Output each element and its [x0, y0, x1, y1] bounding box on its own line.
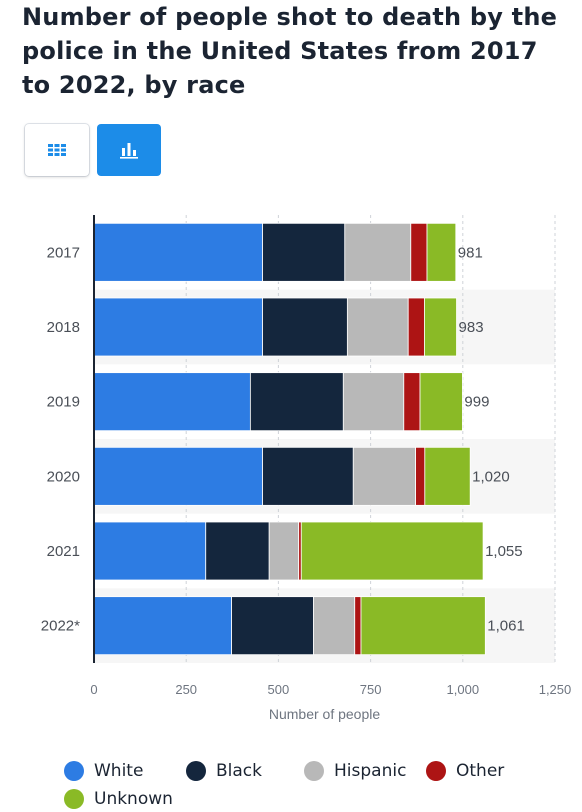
bar-segment-white[interactable] [93, 596, 232, 656]
y-tick-label: 2019 [47, 394, 80, 411]
y-tick-label: 2021 [47, 543, 80, 560]
bar-segment-black[interactable] [249, 372, 344, 432]
x-tick-label: 500 [268, 682, 290, 697]
data-label: 1,055 [485, 543, 523, 560]
bar-segment-white[interactable] [93, 297, 263, 357]
table-view-button[interactable] [25, 124, 89, 176]
x-tick-label: 750 [360, 682, 382, 697]
bar-segment-hispanic[interactable] [344, 222, 412, 282]
bar-segment-other[interactable] [410, 222, 428, 282]
bar-segment-black[interactable] [262, 222, 346, 282]
gridlines [185, 215, 556, 663]
legend: White Black Hispanic Other Unknown [0, 752, 582, 810]
legend-swatch [64, 789, 84, 809]
bar-segment-hispanic[interactable] [268, 521, 300, 581]
stacked-bar-chart: 2017 981 2018 983 2019 999 2020 1,020 2021 1,055 2… [41, 215, 571, 722]
y-tick-label: 2022* [41, 618, 80, 635]
bar-segment-white[interactable] [93, 446, 263, 506]
bar-segment-hispanic[interactable] [342, 372, 405, 432]
y-tick-label: 2018 [47, 319, 80, 336]
grid-icon [48, 144, 66, 156]
bar-segment-other[interactable] [407, 297, 425, 357]
bar-segment-black[interactable] [262, 297, 348, 357]
bar-segment-unknown[interactable] [419, 372, 463, 432]
bar-segment-unknown[interactable] [424, 446, 471, 506]
x-axis-label: Number of people [269, 706, 381, 722]
legend-swatch [426, 761, 446, 781]
legend-swatch [304, 761, 324, 781]
legend-label: Unknown [94, 789, 173, 809]
bar-segment-white[interactable] [93, 222, 263, 282]
legend-label: Other [456, 761, 505, 781]
data-label: 983 [459, 319, 484, 336]
legend-item-other[interactable]: Other [426, 758, 504, 784]
bar-segment-other[interactable] [415, 446, 426, 506]
bar-segment-unknown[interactable] [426, 222, 457, 282]
y-tick-label: 2020 [47, 468, 80, 485]
data-label: 999 [464, 394, 489, 411]
data-label: 1,061 [487, 618, 525, 635]
legend-label: White [94, 761, 144, 781]
legend-swatch [64, 761, 84, 781]
x-tick-label: 250 [175, 682, 197, 697]
legend-item-hispanic[interactable]: Hispanic [304, 758, 406, 784]
bar-segment-unknown[interactable] [424, 297, 457, 357]
legend-item-white[interactable]: White [64, 758, 143, 784]
x-tick-label: 1,000 [447, 682, 480, 697]
bar-segment-white[interactable] [93, 521, 207, 581]
bar-chart-icon [120, 143, 138, 159]
axis: 0 250 500 750 1,000 1,250 Number of people [90, 215, 571, 722]
bars [93, 222, 486, 656]
bar-segment-black[interactable] [231, 596, 314, 656]
legend-label: Hispanic [334, 761, 407, 781]
page-title: Number of people shot to death by the po… [22, 3, 558, 99]
bar-segment-black[interactable] [205, 521, 270, 581]
legend-item-unknown[interactable]: Unknown [64, 786, 173, 812]
legend-item-black[interactable]: Black [186, 758, 262, 784]
bar-segment-black[interactable] [262, 446, 354, 506]
x-tick-label: 1,250 [539, 682, 572, 697]
legend-swatch [186, 761, 206, 781]
chart-view-button[interactable] [97, 124, 161, 176]
legend-label: Black [216, 761, 262, 781]
labels: 2017 981 2018 983 2019 999 2020 1,020 2021 1,055 2… [41, 244, 525, 634]
data-label: 981 [458, 244, 483, 261]
bar-segment-unknown[interactable] [360, 596, 486, 656]
bar-segment-white[interactable] [93, 372, 251, 432]
x-tick-label: 0 [90, 682, 97, 697]
y-tick-label: 2017 [47, 244, 80, 261]
bar-segment-other[interactable] [354, 596, 362, 656]
data-label: 1,020 [472, 468, 510, 485]
bar-segment-hispanic[interactable] [346, 297, 409, 357]
bar-segment-hispanic[interactable] [352, 446, 416, 506]
bar-segment-other[interactable] [403, 372, 421, 432]
bar-segment-unknown[interactable] [300, 521, 484, 581]
bar-segment-hispanic[interactable] [313, 596, 356, 656]
